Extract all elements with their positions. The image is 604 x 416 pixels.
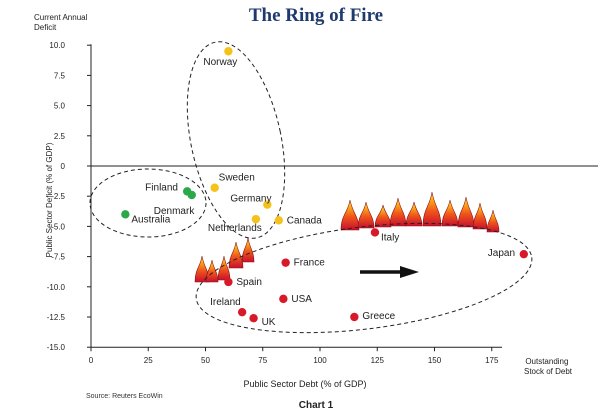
y-tick-label: -7.5 — [51, 253, 65, 262]
y-axis-top-label: Current Annual Deficit — [34, 13, 90, 32]
point-label-greece: Greece — [362, 311, 395, 322]
axes: 10.0 7.5 5.0 2.5 0 -2.5 -5.0 -7.5 -10.0 -12.5 -15.… — [47, 41, 598, 365]
flame — [405, 201, 423, 227]
flame — [217, 255, 231, 281]
flame — [340, 199, 360, 231]
chart-title: The Ring of Fire — [249, 5, 383, 26]
point-label-canada: Canada — [287, 215, 322, 226]
y-tick-label: -15.0 — [47, 343, 66, 352]
point-usa — [279, 294, 288, 304]
flame — [228, 241, 244, 269]
point-spain — [224, 277, 233, 287]
point-uk — [249, 314, 258, 323]
green-group-ellipse — [89, 168, 207, 238]
yellow-group-ellipse — [186, 41, 286, 239]
flame — [472, 202, 488, 230]
point-label-italy: Italy — [381, 232, 399, 243]
x-axis-title: Public Sector Debt (% of GDP) — [243, 379, 366, 389]
point-australia — [121, 210, 130, 219]
source-note: Source: Reuters EcoWin — [86, 393, 163, 400]
point-denmark — [187, 190, 196, 200]
y-tick-label: -5.0 — [51, 222, 65, 231]
y-tick-label: -10.0 — [47, 283, 66, 292]
trend-arrow — [360, 266, 419, 278]
point-label-spain: Spain — [236, 277, 262, 288]
point-label-japan: Japan — [488, 248, 515, 259]
y-tick-label: -2.5 — [51, 192, 65, 201]
flame — [241, 237, 255, 263]
point-canada — [274, 216, 283, 225]
y-tick-label: -12.5 — [47, 313, 66, 322]
point-france — [281, 258, 290, 267]
x-tick-label: 75 — [258, 356, 267, 365]
y-axis-top-label-line-1: Current Annual — [34, 13, 88, 22]
x-tick-label: 25 — [144, 356, 153, 365]
y-axis-title: Public Sector Deficit (% of GDP) — [45, 142, 54, 257]
y-tick-label: 10.0 — [49, 41, 65, 50]
point-ireland — [237, 307, 247, 317]
point-label-denmark: Denmark — [154, 206, 196, 217]
y-tick-label: 5.0 — [54, 102, 66, 111]
flame — [486, 209, 500, 233]
point-netherlands — [251, 214, 261, 224]
point-label-australia: Australia — [131, 214, 170, 225]
point-japan — [519, 249, 529, 259]
flame — [205, 259, 219, 283]
point-label-france: France — [294, 258, 326, 269]
point-label-sweden: Sweden — [219, 173, 255, 184]
point-greece — [350, 312, 359, 322]
point-label-germany: Germany — [230, 194, 271, 205]
chart-caption: Chart 1 — [299, 400, 334, 411]
x-tick-label: 125 — [371, 356, 385, 365]
flame — [422, 191, 442, 227]
data-points: Norway Sweden Germany Netherlands Canada Finl… — [121, 47, 529, 328]
x-axis-right-label-line-1: Outstanding — [525, 357, 568, 366]
point-norway — [224, 47, 233, 56]
point-label-ireland: Ireland — [210, 297, 241, 308]
flame — [374, 204, 392, 228]
x-tick-label: 0 — [89, 356, 94, 365]
x-tick-label: 50 — [201, 356, 210, 365]
x-axis-right-label-line-2: Stock of Debt — [524, 367, 573, 376]
point-sweden — [210, 183, 219, 192]
point-label-norway: Norway — [203, 57, 237, 68]
red-group-ellipse — [195, 222, 533, 334]
point-italy — [370, 228, 380, 237]
point-label-usa: USA — [291, 294, 312, 305]
x-tick-label: 150 — [428, 356, 442, 365]
y-axis-top-label-line-2: Deficit — [34, 23, 57, 32]
point-label-finland: Finland — [145, 182, 178, 193]
point-label-uk: UK — [262, 317, 276, 328]
y-tick-label: 0 — [61, 162, 66, 171]
flame — [441, 199, 459, 227]
flame — [457, 196, 475, 228]
y-tick-label: 7.5 — [54, 71, 66, 80]
flame — [357, 201, 375, 229]
x-tick-label: 100 — [313, 356, 327, 365]
point-germany — [263, 200, 272, 209]
y-tick-label: 2.5 — [54, 132, 66, 141]
x-tick-label: 175 — [485, 356, 499, 365]
fire-flames — [194, 191, 500, 283]
flame — [389, 197, 407, 227]
group-ellipses — [89, 41, 533, 334]
x-axis-right-label: Outstanding Stock of Debt — [524, 357, 573, 376]
point-label-netherlands: Netherlands — [208, 223, 262, 234]
